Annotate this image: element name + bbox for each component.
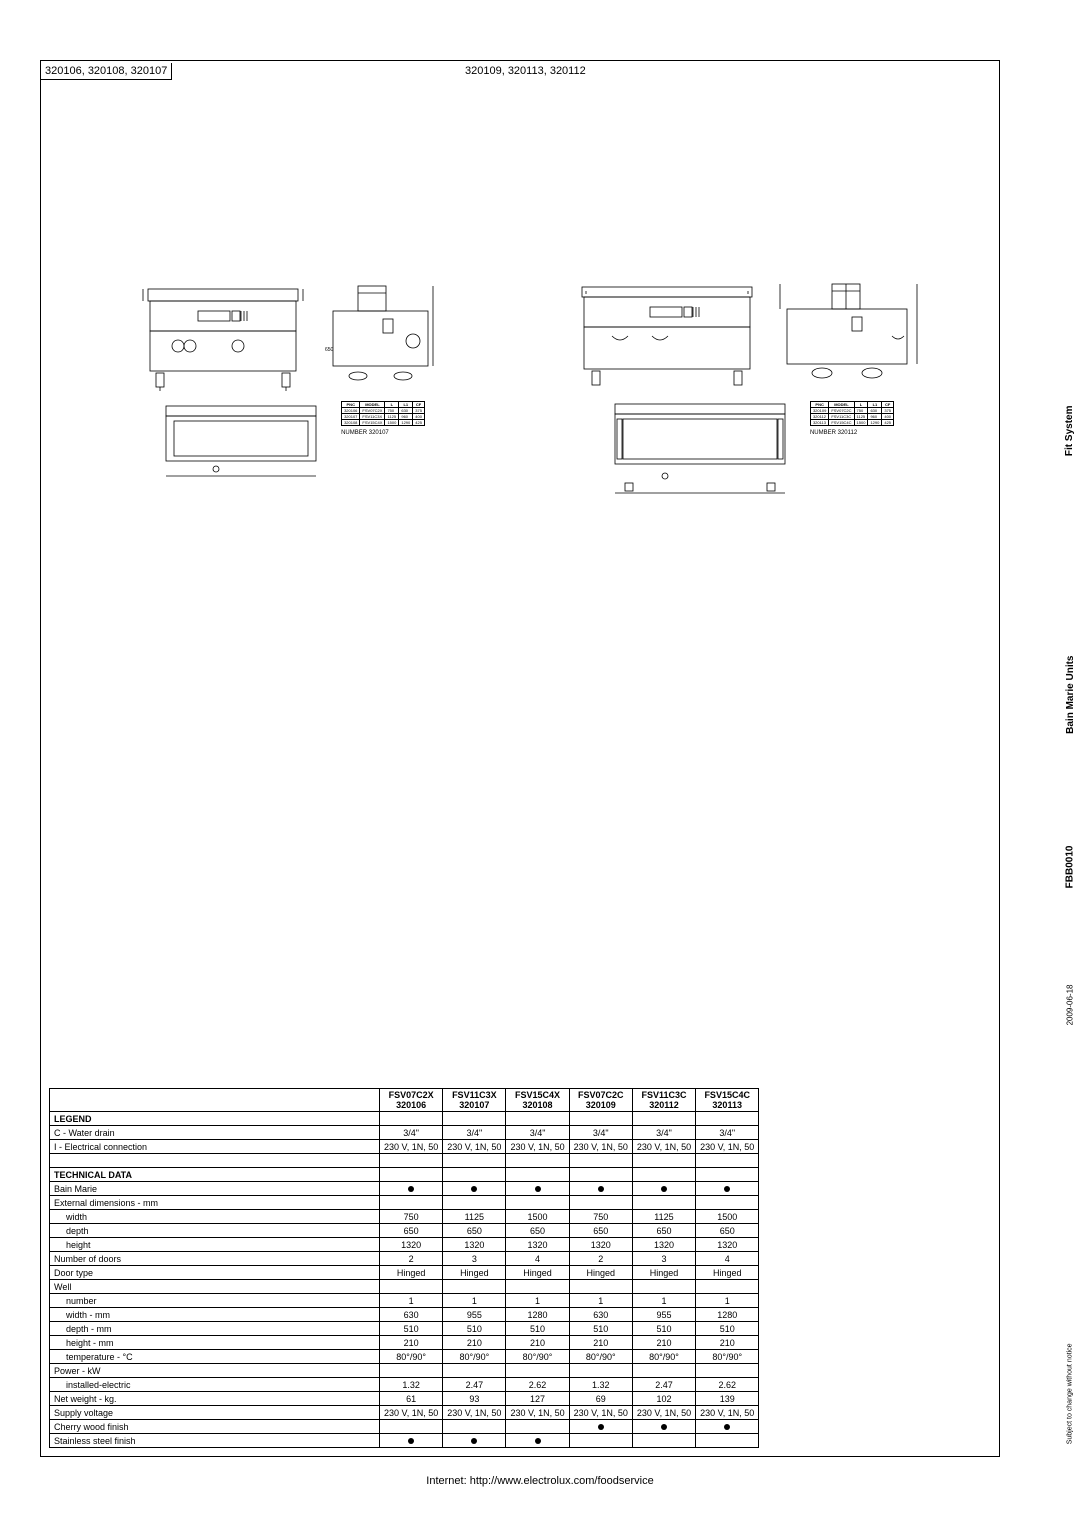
side-notice: Subject to change without notice (1067, 1344, 1074, 1445)
side-date: 2009-06-18 (1066, 985, 1075, 1026)
table-row: width7501125150075011251500 (50, 1210, 759, 1224)
drawing-side-right (777, 281, 927, 391)
table-row: Stainless steel finish (50, 1434, 759, 1448)
page-frame: 320106, 320108, 320107 320109, 320113, 3… (40, 60, 1000, 1457)
table-row: TECHNICAL DATA (50, 1168, 759, 1182)
table-row: Bain Marie (50, 1182, 759, 1196)
header-right: 320109, 320113, 320112 (461, 63, 590, 79)
dim-table-right: PNCMODELLL1CF 320109FSV07C2C750630375 32… (810, 401, 894, 426)
side-bain-marie: Bain Marie Units (1065, 656, 1076, 734)
number-label-right: NUMBER 320112 (810, 430, 894, 436)
table-row: depth - mm510510510510510510 (50, 1322, 759, 1336)
technical-drawings: 650 PNCMODELLL1CF (61, 281, 979, 561)
table-row: Number of doors234234 (50, 1252, 759, 1266)
table-row: height132013201320132013201320 (50, 1238, 759, 1252)
svg-text:650: 650 (325, 347, 334, 353)
table-row: number111111 (50, 1294, 759, 1308)
table-row: External dimensions - mm (50, 1196, 759, 1210)
number-label-left: NUMBER 320107 (341, 430, 425, 436)
spec-table: FSV07C2X320106 FSV11C3X320107 FSV15C4X32… (49, 1088, 759, 1448)
drawing-group-right: PNCMODELLL1CF 320109FSV07C2C750630375 32… (520, 281, 979, 561)
table-row: I - Electrical connection230 V, 1N, 5023… (50, 1140, 759, 1154)
header-left: 320106, 320108, 320107 (41, 63, 172, 80)
spec-header-row: FSV07C2X320106 FSV11C3X320107 FSV15C4X32… (50, 1089, 759, 1112)
side-labels: Fit System Bain Marie Units FBB0010 2009… (1010, 60, 1070, 1457)
table-row (50, 1154, 759, 1168)
dim-table-right-wrap: PNCMODELLL1CF 320109FSV07C2C750630375 32… (810, 401, 894, 436)
table-row: depth650650650650650650 (50, 1224, 759, 1238)
drawing-plan-left (156, 401, 326, 481)
drawing-plan-right (605, 401, 795, 496)
side-fit-system: Fit System (1065, 406, 1076, 457)
drawing-front-left (138, 281, 308, 391)
table-row: width - mm63095512806309551280 (50, 1308, 759, 1322)
side-code: FBB0010 (1065, 846, 1076, 889)
table-row: Power - kW (50, 1364, 759, 1378)
table-row: C - Water drain3/4"3/4"3/4"3/4"3/4"3/4" (50, 1126, 759, 1140)
drawing-group-left: 650 PNCMODELLL1CF (61, 281, 520, 561)
table-row: LEGEND (50, 1112, 759, 1126)
table-row: Door typeHingedHingedHingedHingedHingedH… (50, 1266, 759, 1280)
table-row: installed-electric1.322.472.621.322.472.… (50, 1378, 759, 1392)
drawing-front-right (572, 281, 762, 391)
table-row: Cherry wood finish (50, 1420, 759, 1434)
table-row: Supply voltage230 V, 1N, 50230 V, 1N, 50… (50, 1406, 759, 1420)
table-row: Net weight - kg.619312769102139 (50, 1392, 759, 1406)
dim-table-left-wrap: PNCMODELLL1CF 320106FSV07C2X750630375 32… (341, 401, 425, 436)
dim-table-left: PNCMODELLL1CF 320106FSV07C2X750630375 32… (341, 401, 425, 426)
table-row: Well (50, 1280, 759, 1294)
footer: Internet: http://www.electrolux.com/food… (0, 1475, 1080, 1487)
table-row: temperature - °C80°/90°80°/90°80°/90°80°… (50, 1350, 759, 1364)
table-row: height - mm210210210210210210 (50, 1336, 759, 1350)
drawing-side-left: 650 (323, 281, 443, 391)
